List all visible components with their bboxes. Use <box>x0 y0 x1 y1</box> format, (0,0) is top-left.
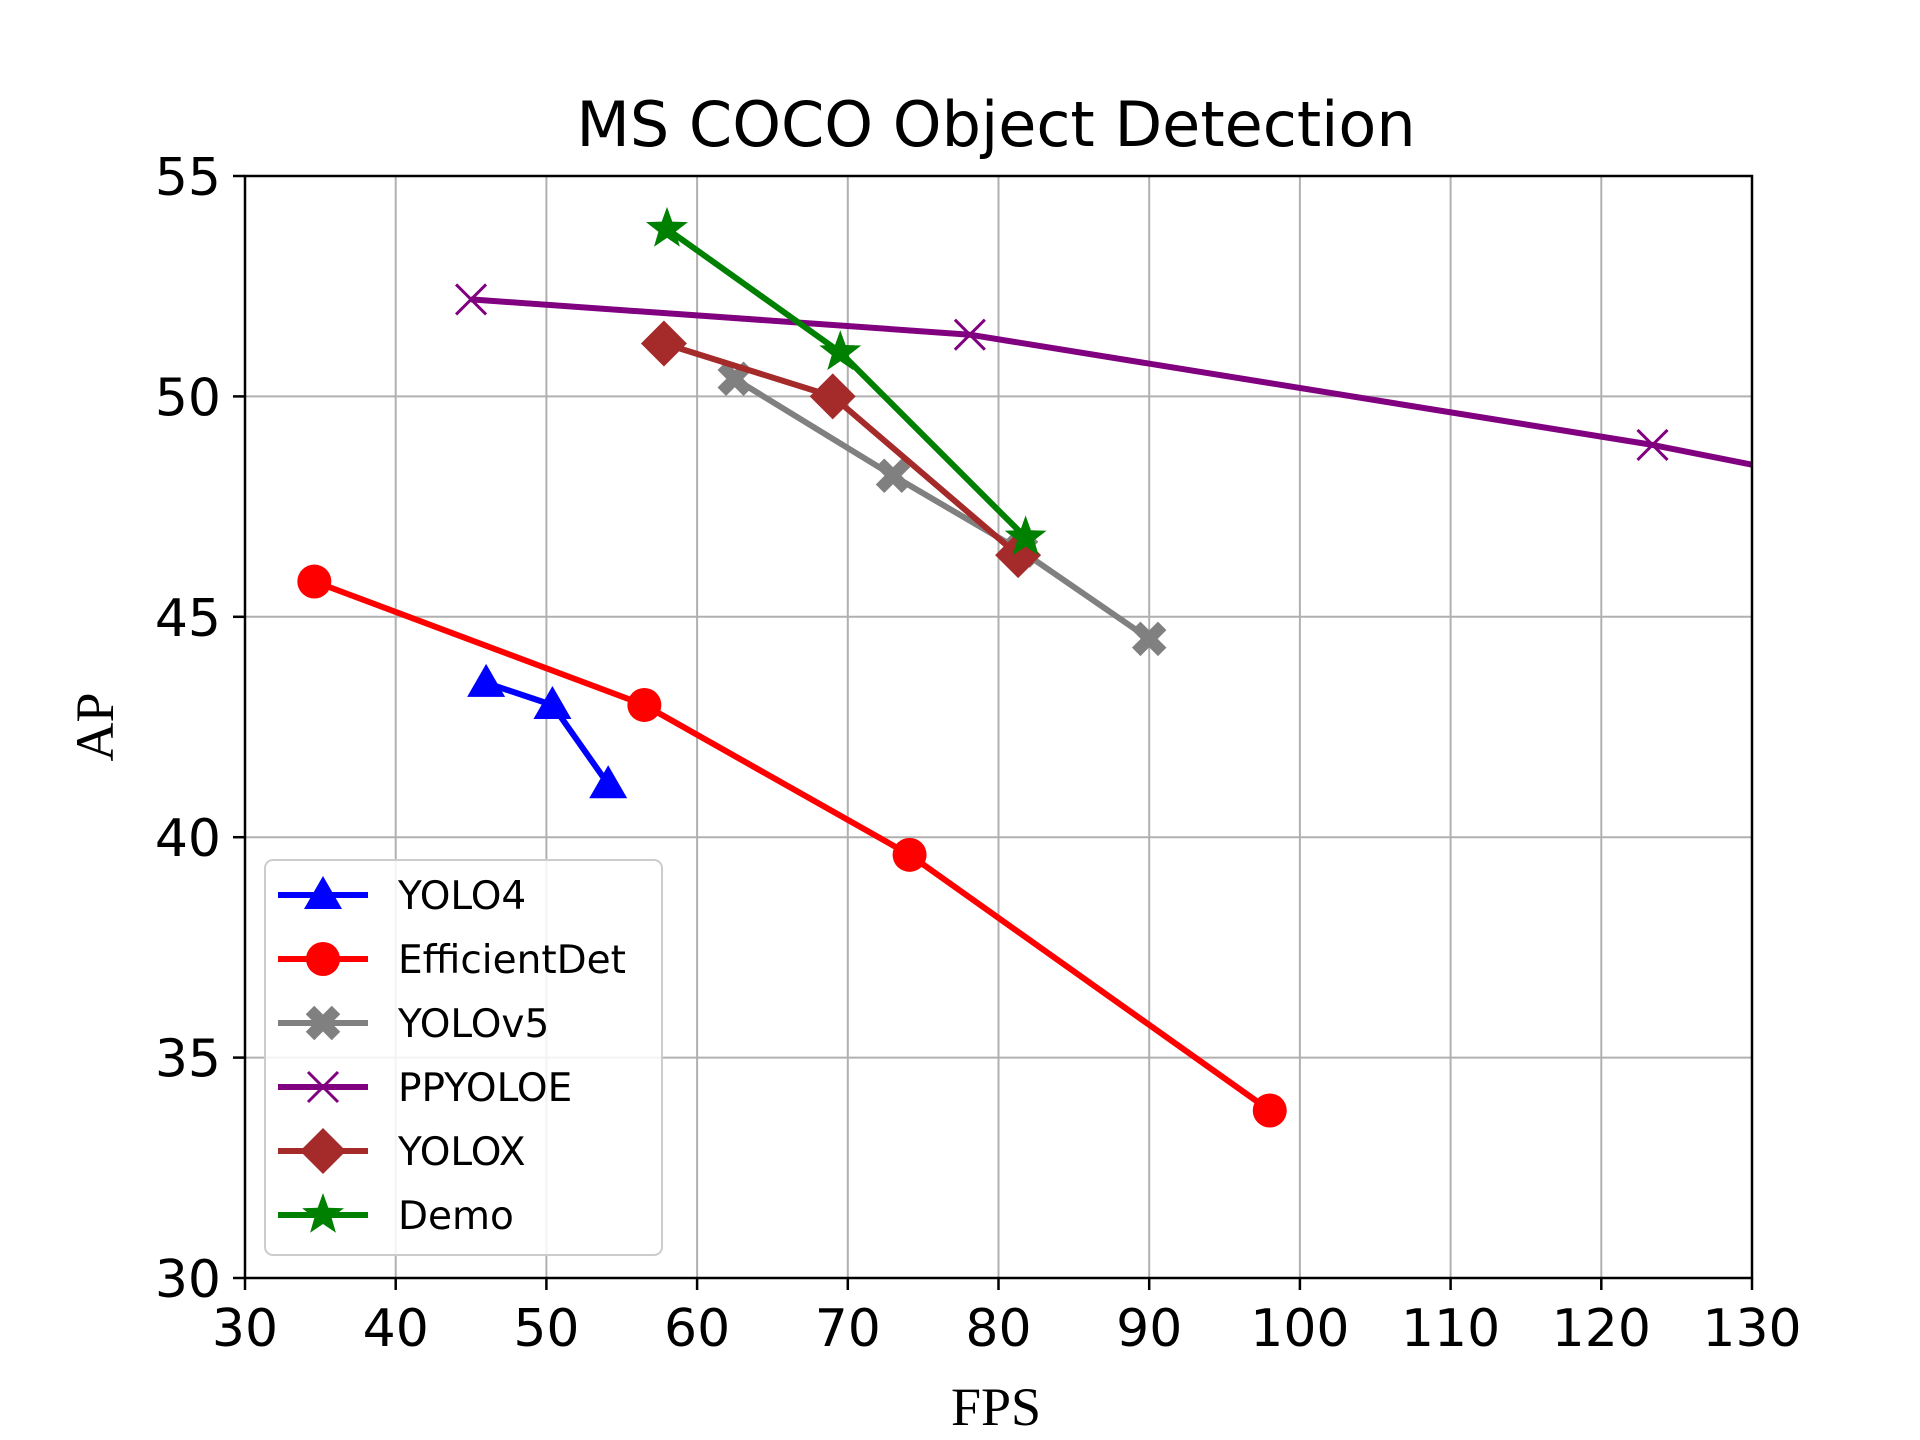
x-tick-label: 110 <box>1401 1299 1500 1359</box>
chart-title: MS COCO Object Detection <box>576 88 1415 161</box>
legend-label: Demo <box>398 1194 514 1239</box>
y-tick-label: 50 <box>155 368 221 428</box>
marker-efficientdet <box>1253 1093 1287 1127</box>
x-tick-label: 50 <box>513 1299 579 1359</box>
x-tick-label: 100 <box>1250 1299 1349 1359</box>
y-tick-label: 35 <box>155 1030 221 1090</box>
legend-label: EfficientDet <box>398 938 626 983</box>
marker-efficientdet <box>297 565 331 599</box>
y-axis-label: AP <box>65 692 125 761</box>
marker-efficientdet <box>893 838 927 872</box>
x-tick-label: 80 <box>965 1299 1031 1359</box>
legend-label: PPYOLOE <box>398 1066 572 1111</box>
x-tick-label: 60 <box>664 1299 730 1359</box>
x-tick-label: 90 <box>1116 1299 1182 1359</box>
x-tick-label: 40 <box>363 1299 429 1359</box>
legend-label: YOLOX <box>397 1130 526 1175</box>
y-tick-label: 45 <box>155 589 221 649</box>
x-tick-label: 130 <box>1702 1299 1801 1359</box>
legend-swatch-marker <box>306 942 340 976</box>
x-axis-label: FPS <box>951 1377 1041 1437</box>
legend: YOLO4 EfficientDet YOLOv5 PPYOLOE YOLOX Demo <box>265 860 662 1255</box>
x-tick-label: 30 <box>212 1299 278 1359</box>
legend-label: YOLO4 <box>397 874 526 919</box>
x-tick-label: 120 <box>1552 1299 1651 1359</box>
y-tick-label: 40 <box>155 809 221 869</box>
y-tick-label: 30 <box>155 1250 221 1310</box>
marker-efficientdet <box>627 688 661 722</box>
legend-label: YOLOv5 <box>397 1002 549 1047</box>
y-tick-label: 55 <box>155 148 221 208</box>
x-tick-label: 70 <box>815 1299 881 1359</box>
